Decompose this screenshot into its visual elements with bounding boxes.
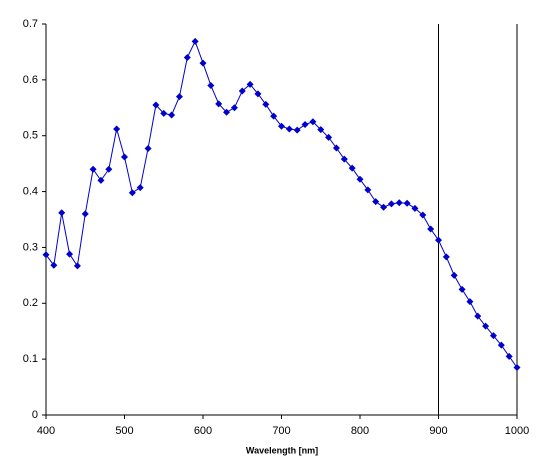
marker bbox=[427, 225, 435, 233]
marker bbox=[442, 253, 450, 261]
marker bbox=[317, 126, 325, 134]
marker bbox=[411, 204, 419, 212]
marker bbox=[340, 155, 348, 163]
y-tick-label: 0.4 bbox=[23, 185, 38, 197]
marker bbox=[238, 87, 246, 95]
marker bbox=[380, 203, 388, 211]
marker bbox=[474, 312, 482, 320]
x-tick-label: 1000 bbox=[505, 425, 529, 437]
marker bbox=[505, 352, 513, 360]
marker bbox=[144, 145, 152, 153]
marker bbox=[262, 100, 270, 108]
y-tick-label: 0.6 bbox=[23, 74, 38, 86]
marker bbox=[230, 104, 238, 112]
marker bbox=[207, 81, 215, 89]
y-tick-label: 0.7 bbox=[23, 18, 38, 30]
marker bbox=[128, 189, 136, 197]
marker bbox=[113, 125, 121, 133]
marker bbox=[66, 250, 74, 258]
y-tick-label: 0.2 bbox=[23, 297, 38, 309]
x-tick-label: 700 bbox=[272, 425, 290, 437]
marker bbox=[105, 165, 113, 173]
marker bbox=[246, 80, 254, 88]
marker bbox=[50, 261, 58, 269]
marker bbox=[387, 200, 395, 208]
marker bbox=[160, 109, 168, 117]
marker bbox=[301, 121, 309, 129]
marker bbox=[199, 59, 207, 67]
marker bbox=[183, 54, 191, 62]
marker bbox=[293, 126, 301, 134]
marker bbox=[458, 285, 466, 293]
marker bbox=[121, 153, 128, 161]
marker bbox=[73, 262, 81, 270]
marker bbox=[435, 236, 442, 244]
y-tick-label: 0.5 bbox=[23, 130, 38, 142]
marker bbox=[466, 298, 474, 306]
x-tick-label: 500 bbox=[115, 425, 133, 437]
marker bbox=[136, 184, 144, 192]
marker bbox=[89, 165, 97, 173]
marker bbox=[309, 118, 317, 126]
y-tick-label: 0 bbox=[32, 409, 38, 421]
marker bbox=[168, 111, 176, 119]
marker bbox=[513, 364, 521, 372]
marker bbox=[175, 93, 183, 101]
marker bbox=[81, 210, 89, 218]
x-axis-label: Wavelength [nm] bbox=[246, 445, 318, 455]
marker bbox=[450, 271, 458, 279]
marker bbox=[254, 90, 262, 98]
series-line bbox=[45, 40, 518, 368]
marker bbox=[372, 198, 380, 206]
marker bbox=[348, 164, 356, 172]
marker bbox=[489, 332, 497, 340]
marker bbox=[364, 186, 372, 194]
marker bbox=[419, 211, 427, 219]
marker bbox=[285, 125, 293, 133]
marker bbox=[270, 112, 278, 120]
marker bbox=[325, 133, 333, 141]
marker bbox=[395, 199, 403, 207]
marker bbox=[191, 37, 199, 45]
marker bbox=[497, 341, 505, 349]
y-tick-label: 0.1 bbox=[23, 353, 38, 365]
x-tick-label: 800 bbox=[351, 425, 369, 437]
marker bbox=[482, 322, 490, 330]
marker bbox=[278, 122, 285, 130]
y-tick-label: 0.3 bbox=[23, 241, 38, 253]
marker bbox=[152, 101, 160, 109]
marker bbox=[58, 209, 66, 217]
marker bbox=[403, 199, 411, 207]
marker bbox=[215, 100, 223, 108]
x-tick-label: 400 bbox=[37, 425, 55, 437]
marker bbox=[42, 251, 50, 259]
marker bbox=[97, 176, 105, 184]
x-tick-label: 600 bbox=[194, 425, 212, 437]
marker bbox=[356, 175, 364, 183]
marker bbox=[332, 144, 340, 152]
marker bbox=[223, 108, 231, 116]
x-tick-label: 900 bbox=[429, 425, 447, 437]
